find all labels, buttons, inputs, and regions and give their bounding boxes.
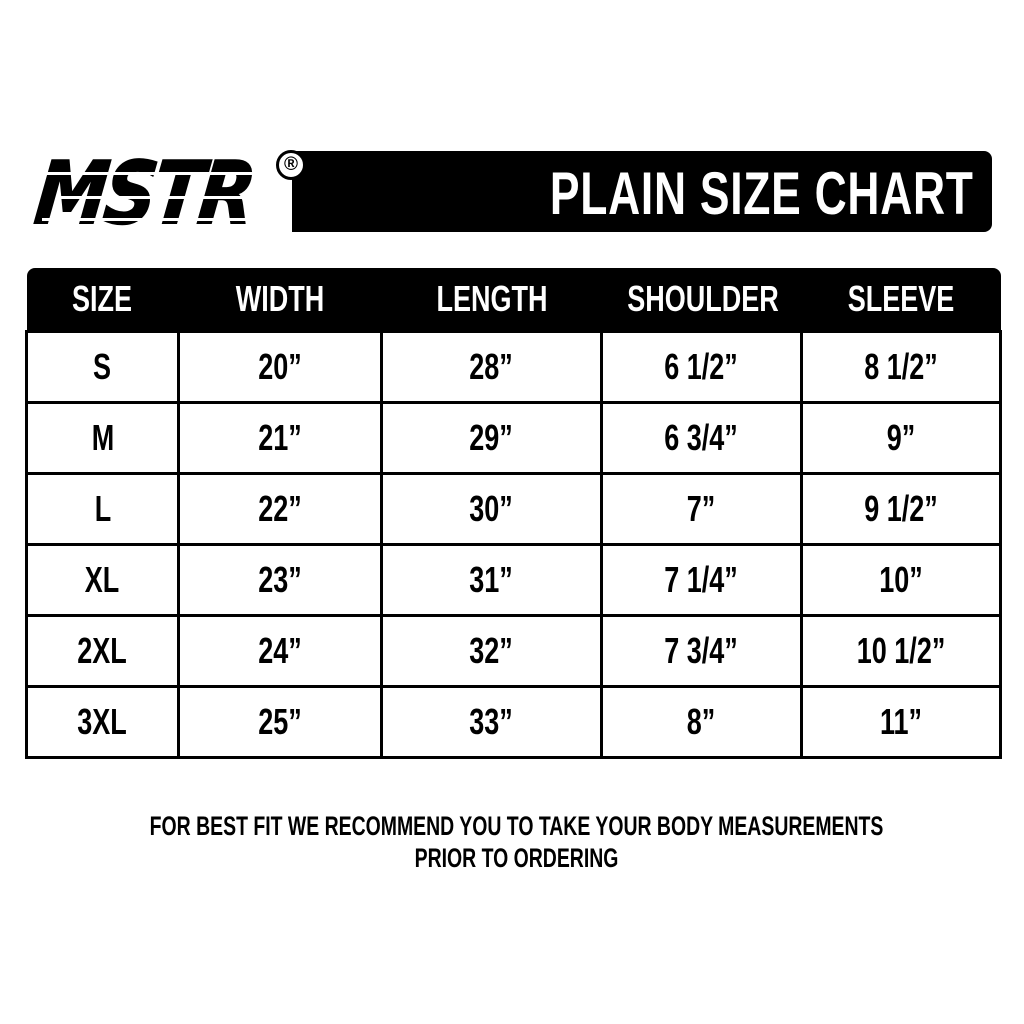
cell-value: 33” — [469, 701, 514, 742]
table-cell: 6 1/2” — [600, 330, 803, 404]
size-table: SIZE WIDTH LENGTH SHOULDER SLEEVE S 20” 28” 6 1… — [25, 268, 1002, 759]
table-header-row: SIZE WIDTH LENGTH SHOULDER SLEEVE — [26, 268, 1001, 332]
table-cell: 28” — [380, 330, 603, 404]
table-row: M 21” 29” 6 3/4” 9” — [25, 401, 1002, 475]
title-bar: PLAIN SIZE CHART — [292, 151, 992, 232]
fit-note: FOR BEST FIT WE RECOMMEND YOU TO TAKE YO… — [0, 810, 1024, 874]
table-cell: 11” — [800, 685, 1002, 759]
column-header: SLEEVE — [801, 268, 1001, 332]
cell-value: 31” — [469, 559, 514, 600]
fit-note-line-2: PRIOR TO ORDERING — [415, 843, 619, 873]
cell-value: 6 3/4” — [664, 417, 739, 458]
cell-value: 10 1/2” — [856, 630, 946, 671]
table-cell: 23” — [177, 543, 383, 617]
table-cell: 21” — [177, 401, 383, 475]
cell-value: 2XL — [77, 630, 128, 671]
cell-value: 28” — [469, 346, 514, 387]
column-header: LENGTH — [381, 268, 602, 332]
table-cell: 6 3/4” — [600, 401, 803, 475]
cell-value: 30” — [469, 488, 514, 529]
cell-value: 11” — [879, 701, 923, 742]
cell-value: 9 1/2” — [864, 488, 938, 529]
table-cell: 30” — [380, 472, 603, 546]
table-cell: 20” — [177, 330, 383, 404]
table-cell: L — [25, 472, 180, 546]
table-cell: 25” — [177, 685, 383, 759]
table-cell: 29” — [380, 401, 603, 475]
table-cell: 8 1/2” — [800, 330, 1002, 404]
cell-value: 32” — [469, 630, 514, 671]
cell-value: 7 3/4” — [664, 630, 739, 671]
table-cell: 8” — [600, 685, 803, 759]
column-header-label: WIDTH — [235, 278, 325, 319]
cell-value: M — [91, 417, 114, 458]
fit-note-line-1: FOR BEST FIT WE RECOMMEND YOU TO TAKE YO… — [150, 811, 884, 841]
table-cell: 10” — [800, 543, 1002, 617]
cell-value: 20” — [258, 346, 302, 387]
table-cell: 33” — [380, 685, 603, 759]
column-header: SIZE — [26, 268, 179, 332]
logo-glitch-line — [58, 196, 258, 199]
cell-value: 8” — [687, 701, 716, 742]
table-cell: 9 1/2” — [800, 472, 1002, 546]
brand-logo: MSTR — [30, 143, 270, 245]
table-cell: 3XL — [25, 685, 180, 759]
logo-text: MSTR — [30, 143, 259, 245]
column-header: SHOULDER — [601, 268, 802, 332]
column-header: WIDTH — [178, 268, 382, 332]
cell-value: 29” — [469, 417, 514, 458]
column-header-label: LENGTH — [436, 278, 547, 319]
cell-value: 9” — [886, 417, 916, 458]
table-row: 3XL 25” 33” 8” 11” — [25, 685, 1002, 759]
cell-value: 23” — [258, 559, 302, 600]
cell-value: 10” — [879, 559, 923, 600]
table-cell: XL — [25, 543, 180, 617]
table-cell: 2XL — [25, 614, 180, 688]
cell-value: 6 1/2” — [664, 346, 739, 387]
logo-glitch-line — [42, 218, 252, 221]
table-cell: 32” — [380, 614, 603, 688]
column-header-label: SHOULDER — [626, 278, 779, 319]
cell-value: 24” — [258, 630, 302, 671]
cell-value: 3XL — [77, 701, 128, 742]
cell-value: 7” — [687, 488, 716, 529]
table-row: XL 23” 31” 7 1/4” 10” — [25, 543, 1002, 617]
table-row: S 20” 28” 6 1/2” 8 1/2” — [25, 330, 1002, 404]
column-header-label: SIZE — [72, 278, 133, 319]
table-cell: 22” — [177, 472, 383, 546]
table-cell: 7 3/4” — [600, 614, 803, 688]
logo-glitch-line — [42, 172, 262, 175]
column-header-label: SLEEVE — [847, 278, 955, 319]
cell-value: S — [93, 346, 112, 387]
page-title: PLAIN SIZE CHART — [550, 160, 974, 227]
table-cell: M — [25, 401, 180, 475]
cell-value: XL — [85, 559, 120, 600]
cell-value: 7 1/4” — [664, 559, 739, 600]
table-cell: 10 1/2” — [800, 614, 1002, 688]
cell-value: 22” — [258, 488, 302, 529]
cell-value: 25” — [258, 701, 302, 742]
cell-value: 21” — [258, 417, 302, 458]
table-row: 2XL 24” 32” 7 3/4” 10 1/2” — [25, 614, 1002, 688]
cell-value: L — [94, 488, 111, 529]
table-row: L 22” 30” 7” 9 1/2” — [25, 472, 1002, 546]
table-cell: 7 1/4” — [600, 543, 803, 617]
table-cell: 24” — [177, 614, 383, 688]
cell-value: 8 1/2” — [864, 346, 938, 387]
table-cell: 9” — [800, 401, 1002, 475]
registered-mark: ® — [276, 150, 306, 180]
table-cell: 31” — [380, 543, 603, 617]
table-cell: 7” — [600, 472, 803, 546]
table-cell: S — [25, 330, 180, 404]
